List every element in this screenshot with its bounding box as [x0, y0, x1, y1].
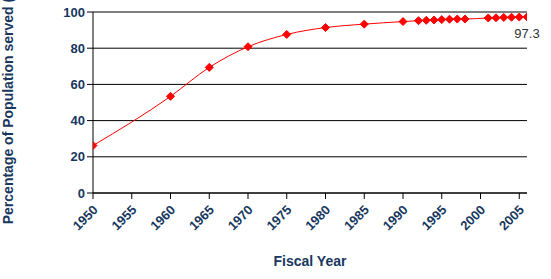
svg-text:1985: 1985 — [341, 202, 372, 233]
svg-text:20: 20 — [71, 149, 85, 164]
svg-text:Percentage of Population serve: Percentage of Population served (%) — [8, 0, 16, 224]
svg-text:1975: 1975 — [263, 202, 294, 233]
svg-text:1995: 1995 — [418, 202, 449, 233]
svg-text:1950: 1950 — [70, 202, 101, 233]
svg-text:1965: 1965 — [186, 202, 217, 233]
svg-text:Fiscal Year: Fiscal Year — [274, 253, 347, 269]
svg-text:1970: 1970 — [225, 202, 256, 233]
svg-text:1960: 1960 — [147, 202, 178, 233]
svg-text:2000: 2000 — [457, 202, 488, 233]
svg-text:2005: 2005 — [496, 202, 527, 233]
svg-text:1980: 1980 — [302, 202, 333, 233]
svg-text:1955: 1955 — [108, 202, 139, 233]
svg-text:1990: 1990 — [380, 202, 411, 233]
svg-text:60: 60 — [71, 77, 85, 92]
svg-text:97.3: 97.3 — [514, 26, 539, 41]
svg-text:40: 40 — [71, 113, 85, 128]
svg-text:0: 0 — [78, 186, 85, 201]
svg-text:80: 80 — [71, 41, 85, 56]
svg-text:100: 100 — [63, 5, 85, 20]
